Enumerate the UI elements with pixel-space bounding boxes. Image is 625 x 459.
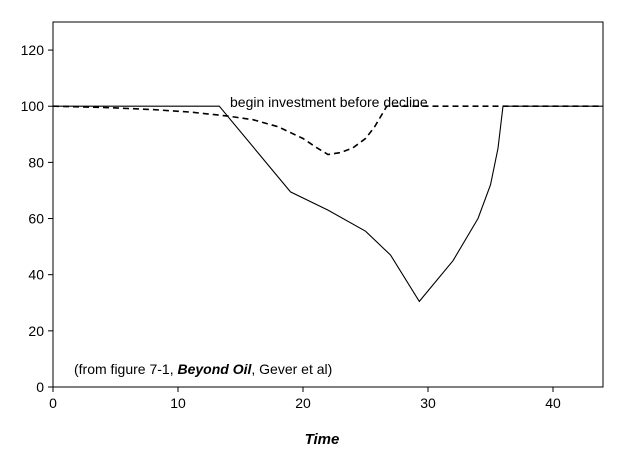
x-tick-label: 30: [420, 395, 436, 411]
y-tick-label: 0: [36, 379, 44, 395]
x-tick-label: 40: [545, 395, 561, 411]
series-group: [52, 105, 603, 303]
y-tick-label: 120: [21, 42, 45, 58]
y-tick-label: 80: [28, 154, 44, 170]
y-tick-label: 100: [21, 98, 45, 114]
y-tick-label: 60: [28, 211, 44, 227]
plot-area: [52, 21, 604, 388]
y-tick-label: 20: [28, 323, 44, 339]
annotation-source: (from figure 7-1, Beyond Oil, Gever et a…: [74, 361, 332, 377]
x-axis-ticks: 0 10 20 30 40: [49, 387, 561, 411]
x-tick-label: 20: [295, 395, 311, 411]
x-tick-label: 0: [49, 395, 57, 411]
annotation-source-title: Beyond Oil: [177, 361, 252, 377]
solid-series-line: [53, 105, 603, 303]
dashed-series-line: [52, 105, 603, 156]
annotation-begin-investment: begin investment before decline: [230, 94, 428, 110]
annotation-source-suffix: , Gever et al): [251, 361, 332, 377]
x-axis-label: Time: [305, 431, 340, 448]
annotation-source-prefix: (from figure 7-1,: [74, 361, 177, 377]
y-tick-label: 40: [28, 267, 44, 283]
x-tick-label: 10: [170, 395, 186, 411]
y-axis-ticks: 0 20 40 60 80 100 120: [21, 42, 53, 395]
